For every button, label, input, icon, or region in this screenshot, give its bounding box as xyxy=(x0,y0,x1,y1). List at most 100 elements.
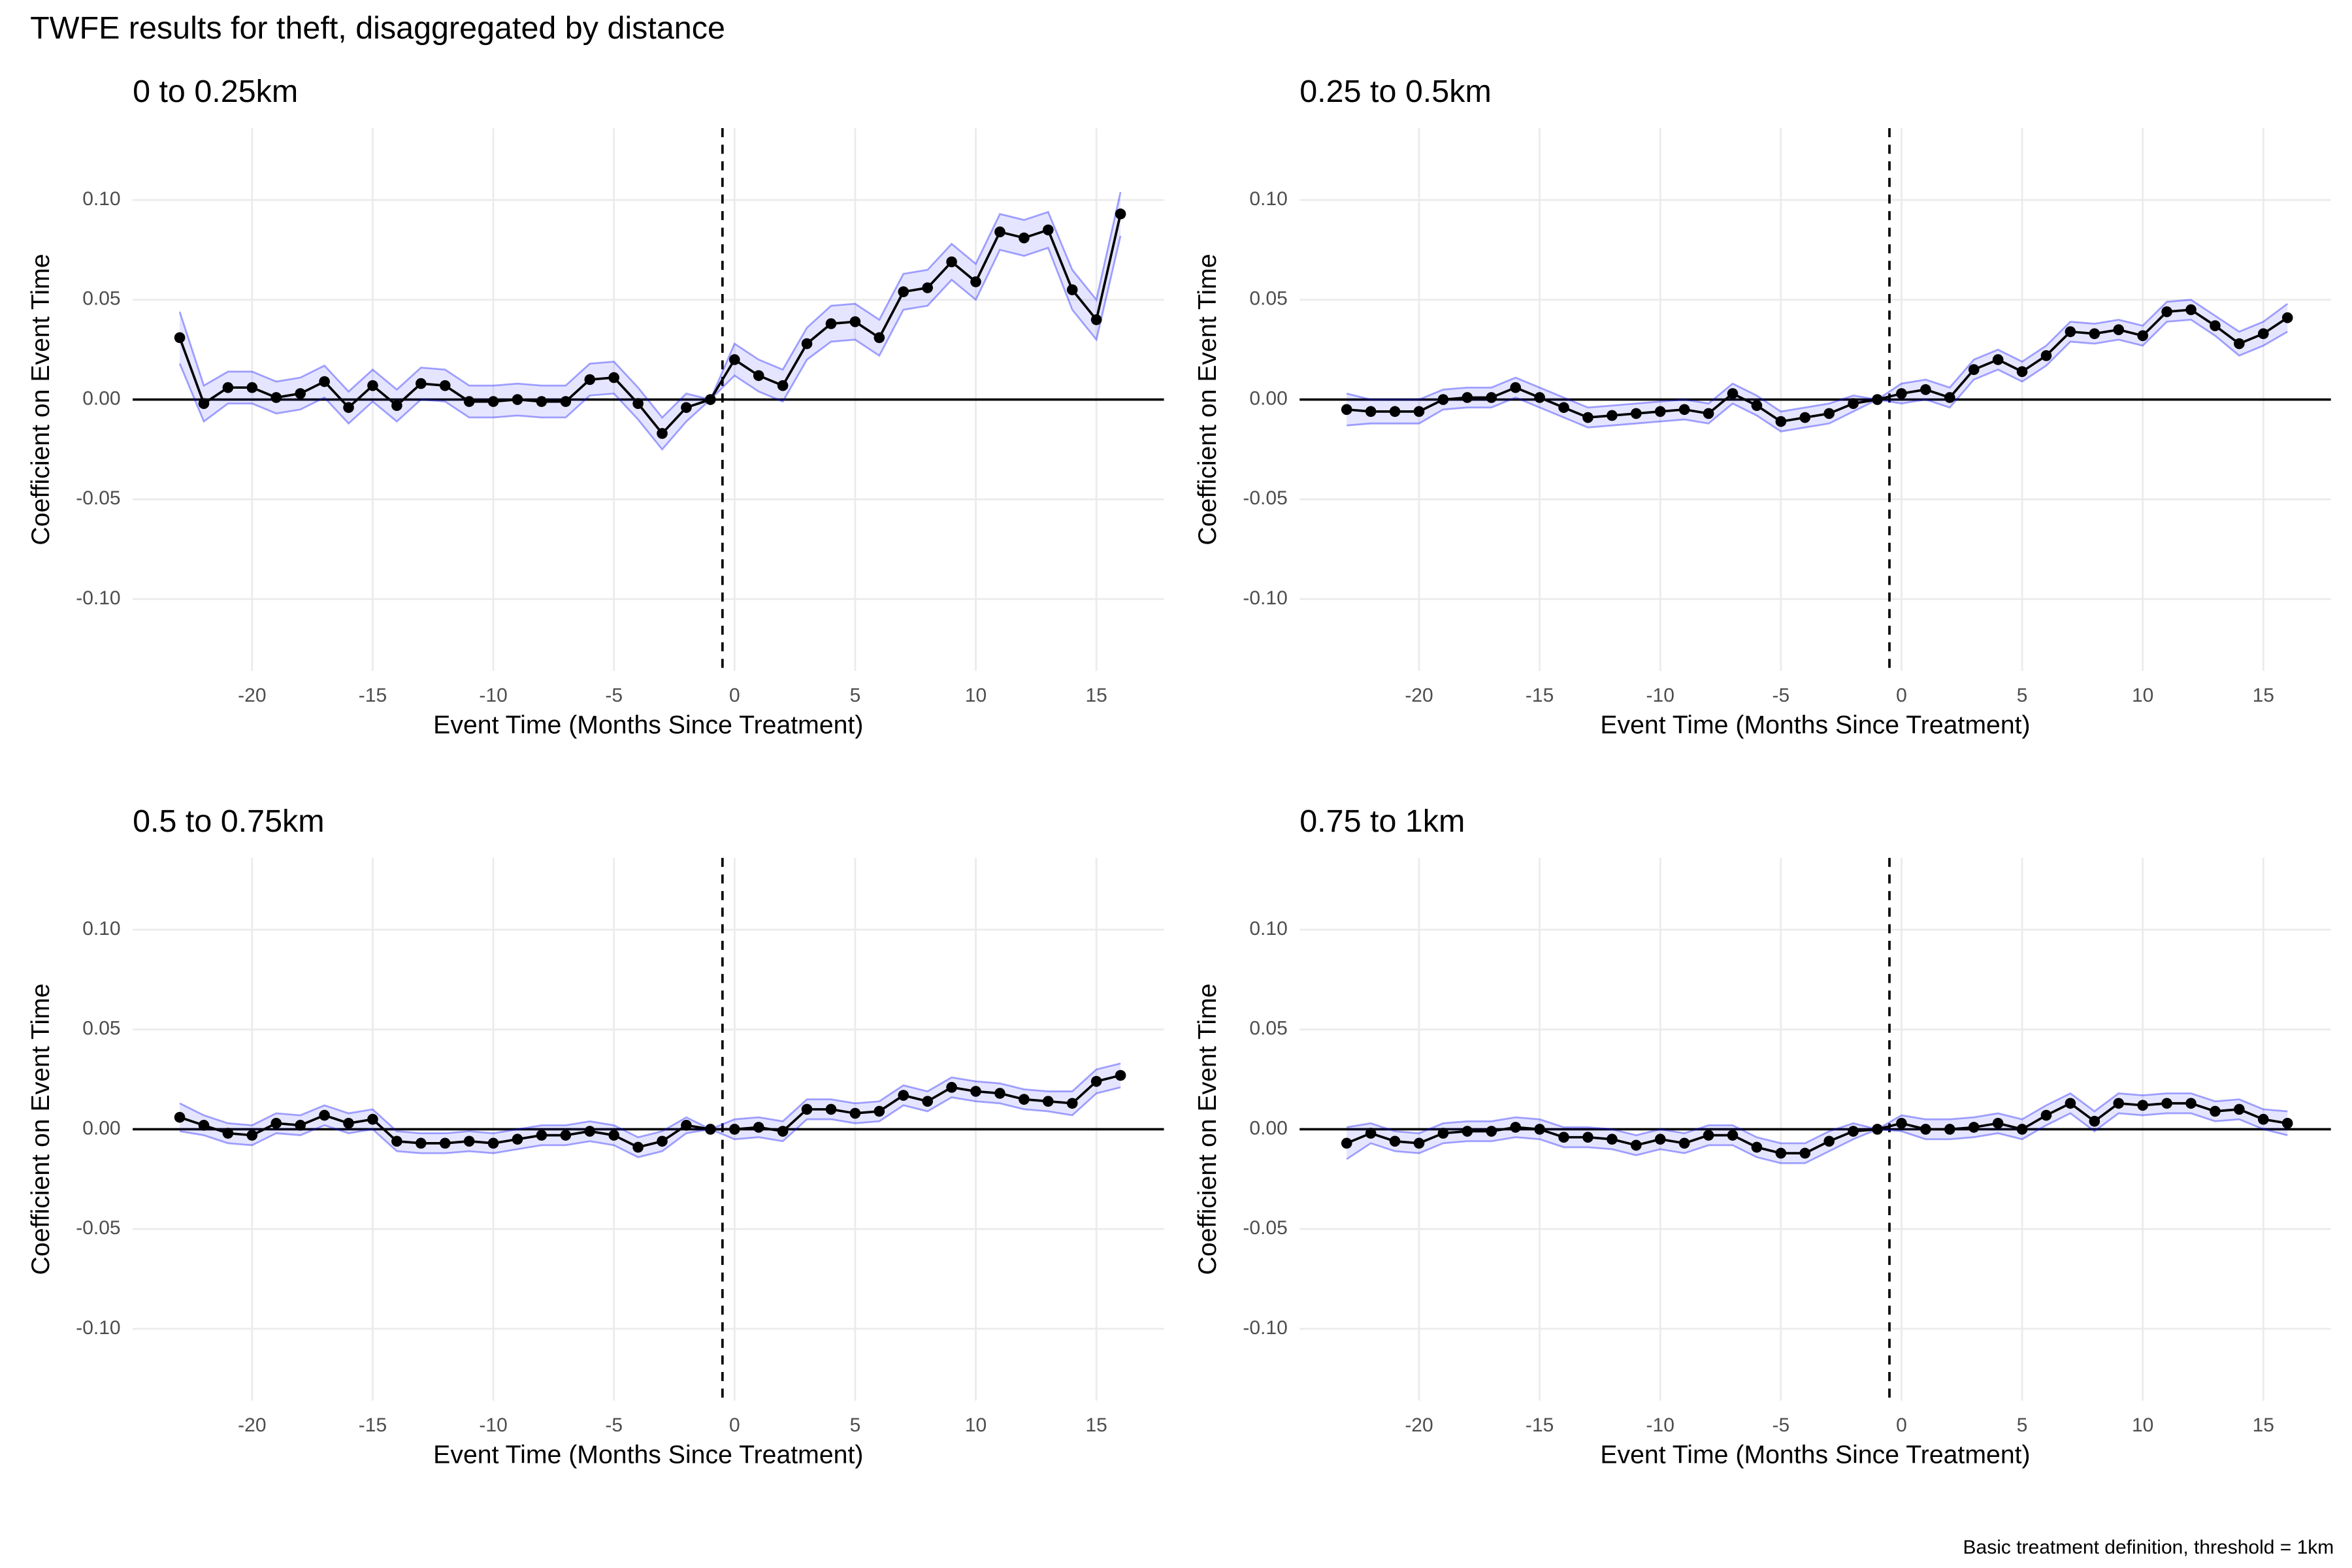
x-tick-label: 10 xyxy=(965,1414,987,1436)
point xyxy=(825,318,837,329)
point xyxy=(1727,1130,1739,1141)
point xyxy=(2040,350,2052,361)
band-lower-edge xyxy=(178,235,1122,451)
point xyxy=(801,1103,813,1115)
y-tick-label: -0.10 xyxy=(76,1317,120,1339)
point xyxy=(270,392,282,403)
point xyxy=(560,1130,572,1141)
series-line xyxy=(179,1074,1121,1149)
x-tick-label: 5 xyxy=(850,685,861,706)
point xyxy=(874,1105,885,1117)
point xyxy=(222,1128,234,1139)
point xyxy=(1115,1070,1126,1081)
point xyxy=(1365,406,1377,417)
point xyxy=(295,1120,306,1131)
point xyxy=(1486,1126,1497,1137)
x-tick-label: 10 xyxy=(965,685,987,706)
y-tick-label: 0.10 xyxy=(82,918,120,939)
point xyxy=(1066,284,1078,295)
point xyxy=(681,1120,692,1131)
point xyxy=(246,382,258,393)
y-axis-title: Coefficient on Event Time xyxy=(26,253,55,545)
x-tick-label: -15 xyxy=(359,685,387,706)
y-tick-label: 0.05 xyxy=(82,288,120,310)
x-tick-label: -5 xyxy=(605,685,623,706)
point xyxy=(174,1111,186,1123)
y-tick-label: -0.05 xyxy=(1243,1217,1287,1239)
y-tick-label: -0.05 xyxy=(1243,487,1287,509)
point xyxy=(2281,312,2293,323)
y-tick-label: -0.05 xyxy=(76,487,120,509)
point xyxy=(1090,314,1102,325)
x-tick-label: 0 xyxy=(1896,685,1907,706)
y-tick-label: -0.10 xyxy=(1243,587,1287,609)
y-axis-title: Coefficient on Event Time xyxy=(1193,983,1222,1275)
point xyxy=(1678,404,1690,416)
point xyxy=(1437,394,1449,405)
point xyxy=(391,1135,402,1147)
point xyxy=(1631,408,1642,419)
point xyxy=(1848,398,1859,409)
point xyxy=(2185,1098,2197,1109)
point xyxy=(1896,388,1907,399)
x-axis-title: Event Time (Months Since Treatment) xyxy=(433,711,863,740)
y-axis-title: Coefficient on Event Time xyxy=(1193,253,1222,545)
point xyxy=(753,1122,764,1133)
point xyxy=(416,378,427,389)
point xyxy=(174,332,186,344)
point xyxy=(2065,326,2076,337)
point xyxy=(729,354,740,365)
point xyxy=(2065,1098,2076,1109)
x-tick-label: -10 xyxy=(1646,1414,1674,1436)
point xyxy=(1582,1132,1593,1143)
point xyxy=(1607,410,1618,421)
point xyxy=(536,1130,547,1141)
x-tick-label: -5 xyxy=(605,1414,623,1436)
point xyxy=(849,1107,861,1119)
point xyxy=(512,394,523,405)
point xyxy=(994,1088,1005,1099)
x-tick-label: 15 xyxy=(2253,685,2274,706)
point xyxy=(1090,1075,1102,1087)
point xyxy=(1823,408,1835,419)
point xyxy=(1751,400,1763,412)
y-tick-label: 0.10 xyxy=(1249,918,1287,939)
series-line xyxy=(1347,308,2289,423)
figure-title: TWFE results for theft, disaggregated by… xyxy=(30,10,725,46)
point xyxy=(487,1137,499,1149)
point xyxy=(560,396,572,407)
point xyxy=(1341,404,1352,416)
point xyxy=(1043,224,1054,236)
point xyxy=(2210,320,2221,331)
point xyxy=(1413,406,1425,417)
point xyxy=(295,388,306,399)
x-tick-label: 5 xyxy=(850,1414,861,1436)
point xyxy=(1115,208,1126,220)
panel-title: 0.25 to 0.5km xyxy=(1299,74,1492,109)
point xyxy=(2137,1100,2148,1111)
y-axis-title: Coefficient on Event Time xyxy=(26,983,55,1275)
point xyxy=(1775,416,1787,427)
point xyxy=(874,332,885,344)
point xyxy=(1462,1126,1473,1137)
point xyxy=(1413,1137,1425,1149)
y-tick-label: 0.05 xyxy=(1249,288,1287,310)
panel-title: 0 to 0.25km xyxy=(133,74,298,109)
point xyxy=(1389,406,1401,417)
point xyxy=(2113,324,2125,335)
point xyxy=(898,286,909,297)
point xyxy=(994,226,1005,238)
point xyxy=(825,1103,837,1115)
point xyxy=(1920,1124,1931,1135)
point xyxy=(2113,1098,2125,1109)
point xyxy=(246,1130,258,1141)
point xyxy=(2089,328,2100,340)
point xyxy=(1872,1124,1883,1135)
point xyxy=(463,396,475,407)
point xyxy=(2234,338,2245,350)
point xyxy=(1019,232,1030,244)
panel-title: 0.5 to 0.75km xyxy=(133,804,325,839)
point xyxy=(1558,1132,1569,1143)
